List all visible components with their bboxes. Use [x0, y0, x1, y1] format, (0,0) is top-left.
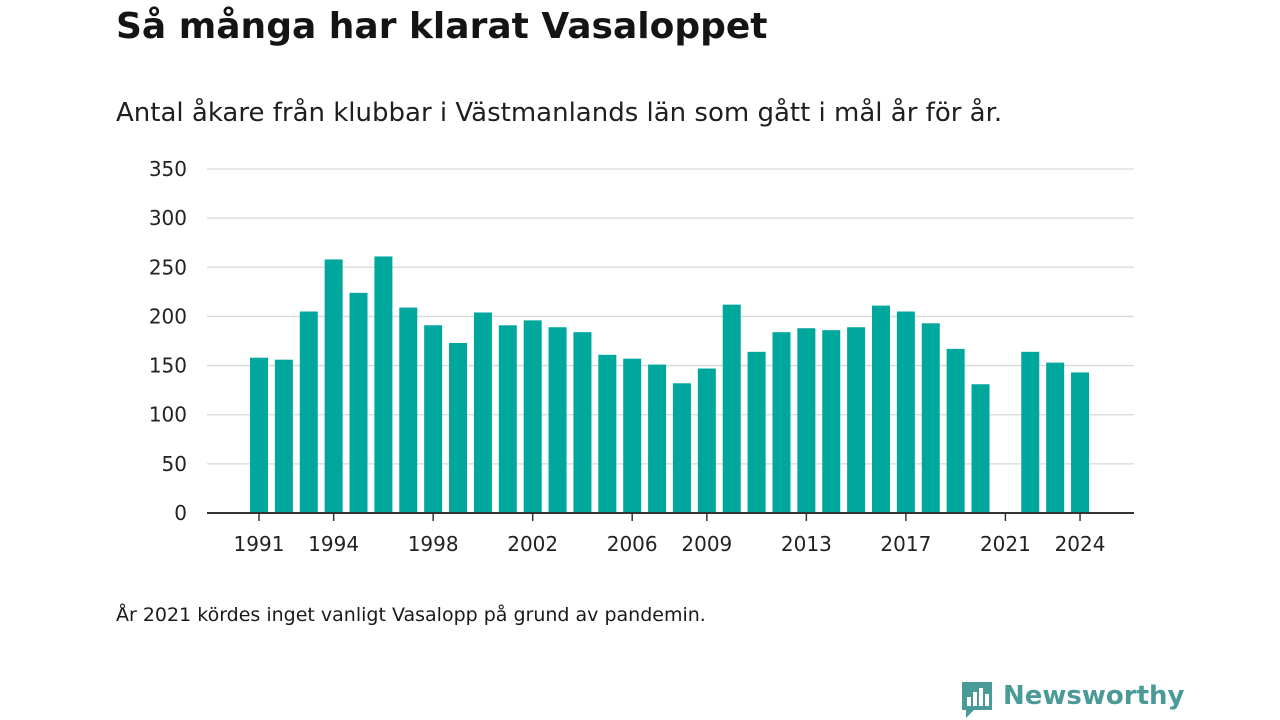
bar — [299, 311, 318, 513]
bar — [722, 304, 741, 513]
x-tick-label: 2017 — [880, 532, 931, 556]
bar — [424, 325, 443, 513]
y-tick-label: 0 — [174, 501, 187, 525]
bar — [747, 351, 766, 513]
bar — [374, 256, 393, 513]
bar — [872, 305, 890, 513]
x-tick-label: 1998 — [408, 532, 459, 556]
bar — [1071, 372, 1090, 513]
x-tick-label: 2006 — [607, 532, 658, 556]
bar — [324, 259, 343, 513]
y-tick-label: 50 — [162, 452, 187, 476]
footnote: År 2021 kördes inget vanligt Vasalopp på… — [116, 604, 706, 626]
bar — [971, 384, 990, 513]
bar — [449, 342, 468, 513]
y-tick-label: 250 — [149, 255, 187, 279]
bar — [946, 348, 965, 513]
bar — [1021, 351, 1040, 513]
x-tick-label: 2002 — [507, 532, 558, 556]
bar — [648, 364, 667, 513]
y-tick-label: 200 — [149, 304, 187, 328]
brand-name: Newsworthy — [1003, 681, 1185, 711]
bar — [548, 327, 567, 513]
y-axis-tick-labels: 0 50 100 150 200 250 300 350 — [149, 157, 187, 525]
bar — [1046, 362, 1065, 513]
y-tick-label: 100 — [149, 403, 187, 427]
bar — [822, 330, 841, 513]
bar — [847, 327, 866, 513]
bar — [623, 358, 642, 513]
x-tick-label: 1991 — [234, 532, 285, 556]
bar-chart: 0 50 100 150 200 250 300 350 1991 1994 1998 2002 20… — [149, 157, 1134, 556]
x-axis — [207, 512, 1134, 521]
bar — [274, 359, 293, 513]
bar — [473, 312, 492, 513]
y-tick-label: 350 — [149, 157, 187, 181]
bar — [523, 320, 542, 513]
chart-subtitle: Antal åkare från klubbar i Västmanlands … — [116, 98, 1003, 128]
y-tick-label: 150 — [149, 354, 187, 378]
x-tick-label: 2013 — [781, 532, 832, 556]
x-tick-label: 2009 — [681, 532, 732, 556]
bar — [697, 368, 716, 513]
x-tick-label: 1994 — [308, 532, 359, 556]
newsworthy-chart-icon — [962, 682, 992, 718]
y-tick-label: 300 — [149, 206, 187, 230]
x-tick-label: 2021 — [980, 532, 1031, 556]
bar — [598, 354, 617, 513]
bar — [896, 311, 915, 513]
bar — [349, 292, 368, 513]
bar — [772, 332, 791, 513]
bar — [797, 328, 816, 513]
newsworthy-logo: Newsworthy — [960, 680, 1184, 720]
chart-title: Så många har klarat Vasaloppet — [116, 6, 768, 47]
bar — [921, 323, 940, 513]
bar — [498, 325, 517, 513]
x-tick-label: 2024 — [1055, 532, 1106, 556]
bar — [399, 307, 418, 513]
x-axis-tick-labels: 1991 1994 1998 2002 2006 2009 2013 2017 2021 2024 — [234, 532, 1106, 556]
bar — [573, 332, 592, 513]
gridlines — [207, 168, 1134, 465]
bars — [250, 256, 1090, 513]
bar — [672, 383, 691, 513]
bar — [250, 357, 268, 513]
